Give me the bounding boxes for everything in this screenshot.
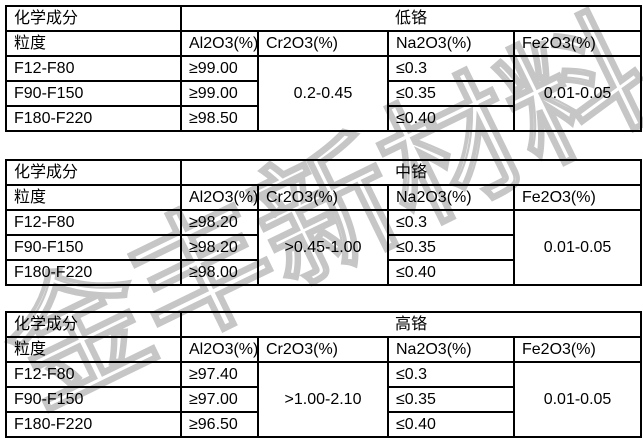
grit-cell: F90-F150 xyxy=(5,386,182,413)
al2o3-cell: ≥99.00 xyxy=(180,80,259,107)
table-row: 粒度 Al2O3(%) Cr2O3(%) Na2O3(%) Fe2O3(%) xyxy=(5,30,643,57)
fe2o3-merged-cell: 0.01-0.05 xyxy=(512,361,643,438)
table-row: 化学成分 低铬 xyxy=(5,5,643,32)
chem-table-low-chrome: 化学成分 低铬 粒度 Al2O3(%) Cr2O3(%) Na2O3(%) Fe… xyxy=(5,5,643,132)
table-row: F180-F220 ≥98.50 ≤0.40 xyxy=(5,105,641,132)
col-header-al2o3: Al2O3(%) xyxy=(180,336,259,363)
al2o3-cell: ≥99.00 xyxy=(180,55,259,82)
chem-table-high-chrome: 化学成分 高铬 粒度 Al2O3(%) Cr2O3(%) Na2O3(%) Fe… xyxy=(5,311,643,438)
al2o3-cell: ≥98.20 xyxy=(180,209,259,236)
grade-header-mid-chrome: 中铬 xyxy=(179,159,643,186)
grit-cell: F12-F80 xyxy=(5,55,182,82)
col-header-na2o3: Na2O3(%) xyxy=(387,184,515,211)
col-header-cr2o3: Cr2O3(%) xyxy=(257,184,389,211)
col-header-cr2o3: Cr2O3(%) xyxy=(257,336,389,363)
na2o3-cell: ≤0.40 xyxy=(387,411,515,438)
na2o3-cell: ≤0.40 xyxy=(387,105,515,132)
table-row: 粒度 Al2O3(%) Cr2O3(%) Na2O3(%) Fe2O3(%) xyxy=(5,336,643,363)
al2o3-cell: ≥96.50 xyxy=(180,411,259,438)
na2o3-cell: ≤0.3 xyxy=(387,361,515,388)
table-row: F90-F150 ≥98.20 ≤0.35 xyxy=(5,234,641,261)
table-row: F90-F150 ≥97.00 ≤0.35 xyxy=(5,386,641,413)
al2o3-cell: ≥97.40 xyxy=(180,361,259,388)
table-row: F180-F220 ≥96.50 ≤0.40 xyxy=(5,411,641,438)
na2o3-cell: ≤0.35 xyxy=(387,234,515,261)
chem-table-mid-chrome: 化学成分 中铬 粒度 Al2O3(%) Cr2O3(%) Na2O3(%) Fe… xyxy=(5,159,643,286)
grit-cell: F90-F150 xyxy=(5,80,182,107)
table-row: F12-F80 ≥97.40 >1.00-2.10 ≤0.3 0.01-0.05 xyxy=(5,361,643,438)
col-header-na2o3: Na2O3(%) xyxy=(387,30,515,57)
chem-composition-label: 化学成分 xyxy=(5,311,182,338)
na2o3-cell: ≤0.35 xyxy=(387,80,515,107)
table-row: F12-F80 ≥99.00 0.2-0.45 ≤0.3 0.01-0.05 xyxy=(5,55,643,132)
na2o3-cell: ≤0.35 xyxy=(387,386,515,413)
col-header-al2o3: Al2O3(%) xyxy=(180,184,259,211)
col-header-al2o3: Al2O3(%) xyxy=(180,30,259,57)
grit-cell: F180-F220 xyxy=(5,411,182,438)
na2o3-cell: ≤0.3 xyxy=(387,209,515,236)
grit-size-label: 粒度 xyxy=(5,336,182,363)
na2o3-cell: ≤0.3 xyxy=(387,55,515,82)
table-row: 化学成分 中铬 xyxy=(5,159,643,186)
na2o3-cell: ≤0.40 xyxy=(387,259,515,286)
cr2o3-merged-cell: >1.00-2.10 xyxy=(257,361,389,438)
table-row: 化学成分 高铬 xyxy=(5,311,643,338)
cr2o3-merged-cell: 0.2-0.45 xyxy=(257,55,389,132)
grit-cell: F12-F80 xyxy=(5,209,182,236)
grit-size-label: 粒度 xyxy=(5,30,182,57)
col-header-fe2o3: Fe2O3(%) xyxy=(512,336,643,363)
chem-composition-label: 化学成分 xyxy=(5,159,182,186)
grade-header-high-chrome: 高铬 xyxy=(179,311,643,338)
al2o3-cell: ≥98.00 xyxy=(180,259,259,286)
grit-cell: F90-F150 xyxy=(5,234,182,261)
col-header-na2o3: Na2O3(%) xyxy=(387,336,515,363)
al2o3-cell: ≥98.20 xyxy=(180,234,259,261)
col-header-cr2o3: Cr2O3(%) xyxy=(257,30,389,57)
table-row: F12-F80 ≥98.20 >0.45-1.00 ≤0.3 0.01-0.05 xyxy=(5,209,643,286)
grade-header-low-chrome: 低铬 xyxy=(179,5,643,32)
chem-composition-label: 化学成分 xyxy=(5,5,182,32)
al2o3-cell: ≥98.50 xyxy=(180,105,259,132)
fe2o3-merged-cell: 0.01-0.05 xyxy=(512,209,643,286)
col-header-fe2o3: Fe2O3(%) xyxy=(512,30,643,57)
al2o3-cell: ≥97.00 xyxy=(180,386,259,413)
table-row: 粒度 Al2O3(%) Cr2O3(%) Na2O3(%) Fe2O3(%) xyxy=(5,184,643,211)
table-row: F90-F150 ≥99.00 ≤0.35 xyxy=(5,80,641,107)
grit-cell: F12-F80 xyxy=(5,361,182,388)
col-header-fe2o3: Fe2O3(%) xyxy=(512,184,643,211)
grit-cell: F180-F220 xyxy=(5,105,182,132)
table-row: F180-F220 ≥98.00 ≤0.40 xyxy=(5,259,641,286)
cr2o3-merged-cell: >0.45-1.00 xyxy=(257,209,389,286)
grit-cell: F180-F220 xyxy=(5,259,182,286)
grit-size-label: 粒度 xyxy=(5,184,182,211)
fe2o3-merged-cell: 0.01-0.05 xyxy=(512,55,643,132)
